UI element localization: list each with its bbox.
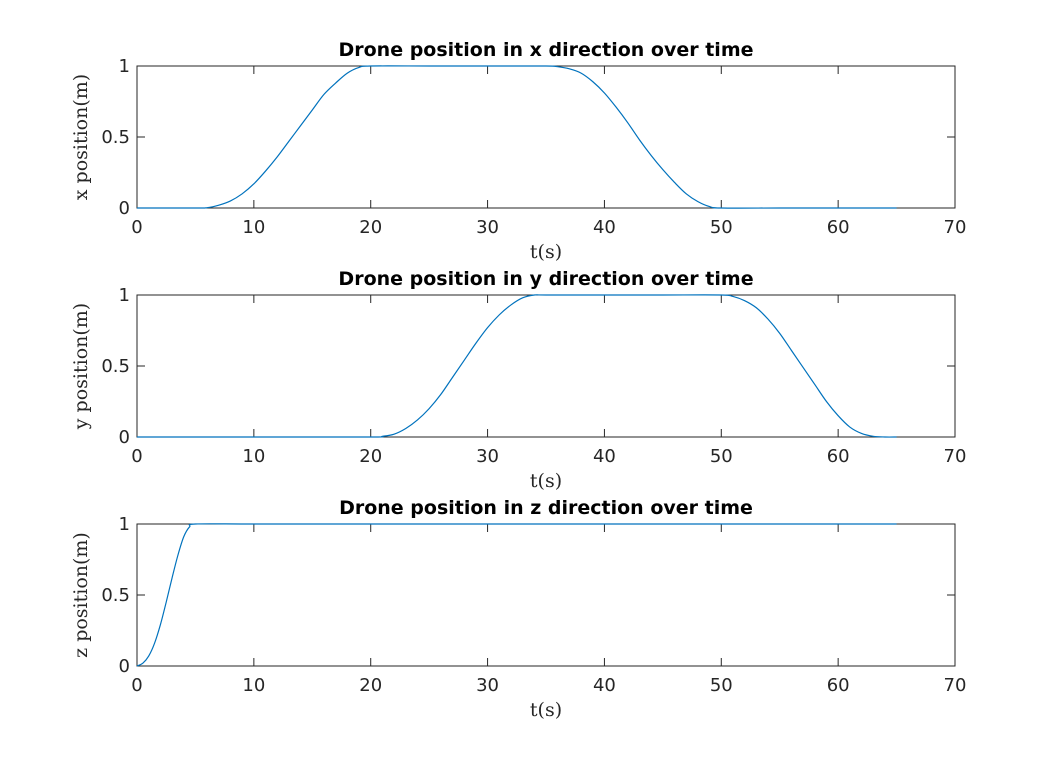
- y-position-line: [137, 294, 897, 438]
- x-tick-label: 20: [359, 217, 382, 238]
- x-axis-label: t(s): [530, 241, 562, 263]
- y-tick-label: 0: [119, 198, 130, 219]
- x-position-subplot: 0 10 20 30 40 50 60 70 0 0.5 1 Drone position in x …: [70, 39, 966, 263]
- subplot-title: Drone position in y direction over time: [338, 268, 753, 290]
- x-tick-label: 70: [944, 446, 967, 467]
- z-position-subplot: 0 10 20 30 40 50 60 70 0 0.5 1 Drone position in z …: [70, 497, 966, 721]
- x-tick-label: 20: [359, 675, 382, 696]
- x-tick-label: 0: [131, 446, 142, 467]
- y-axis-label: z position(m): [70, 532, 92, 658]
- x-tick-label: 50: [710, 217, 733, 238]
- x-tick-label: 70: [944, 675, 967, 696]
- x-tick-label: 30: [476, 675, 499, 696]
- x-tick-label: 40: [593, 675, 616, 696]
- y-tick-label: 1: [119, 514, 130, 535]
- x-tick-label: 0: [131, 675, 142, 696]
- y-axis-label: x position(m): [70, 74, 92, 200]
- z-position-line: [136, 523, 897, 667]
- y-position-subplot: 0 10 20 30 40 50 60 70 0 0.5 1 Drone position in y …: [70, 268, 966, 492]
- x-tick-label: 20: [359, 446, 382, 467]
- y-axis-label: y position(m): [70, 303, 92, 430]
- x-tick-label: 0: [131, 217, 142, 238]
- x-axis-label: t(s): [530, 470, 562, 492]
- x-tick-label: 40: [593, 217, 616, 238]
- subplot-title: Drone position in z direction over time: [339, 497, 753, 519]
- x-tick-label: 10: [242, 446, 265, 467]
- y-tick-label: 1: [119, 56, 130, 77]
- x-tick-label: 10: [242, 217, 265, 238]
- x-tick-label: 60: [827, 675, 850, 696]
- y-tick-label: 0.5: [101, 585, 130, 606]
- x-tick-label: 60: [827, 446, 850, 467]
- x-position-line: [136, 65, 897, 209]
- x-axis-label: t(s): [530, 699, 562, 721]
- subplot-title: Drone position in x direction over time: [338, 39, 753, 61]
- y-tick-label: 0: [119, 656, 130, 677]
- x-tick-label: 50: [710, 446, 733, 467]
- x-tick-label: 10: [242, 675, 265, 696]
- y-tick-label: 0.5: [101, 356, 130, 377]
- x-tick-label: 30: [476, 217, 499, 238]
- plot-area-frame: [136, 65, 956, 209]
- plot-area-frame: [136, 523, 956, 667]
- y-tick-label: 1: [119, 285, 130, 306]
- x-tick-label: 30: [476, 446, 499, 467]
- x-tick-label: 50: [710, 675, 733, 696]
- y-tick-label: 0: [119, 427, 130, 448]
- x-tick-label: 60: [827, 217, 850, 238]
- y-tick-label: 0.5: [101, 127, 130, 148]
- x-tick-label: 40: [593, 446, 616, 467]
- plot-area-frame: [136, 294, 956, 438]
- x-tick-label: 70: [944, 217, 967, 238]
